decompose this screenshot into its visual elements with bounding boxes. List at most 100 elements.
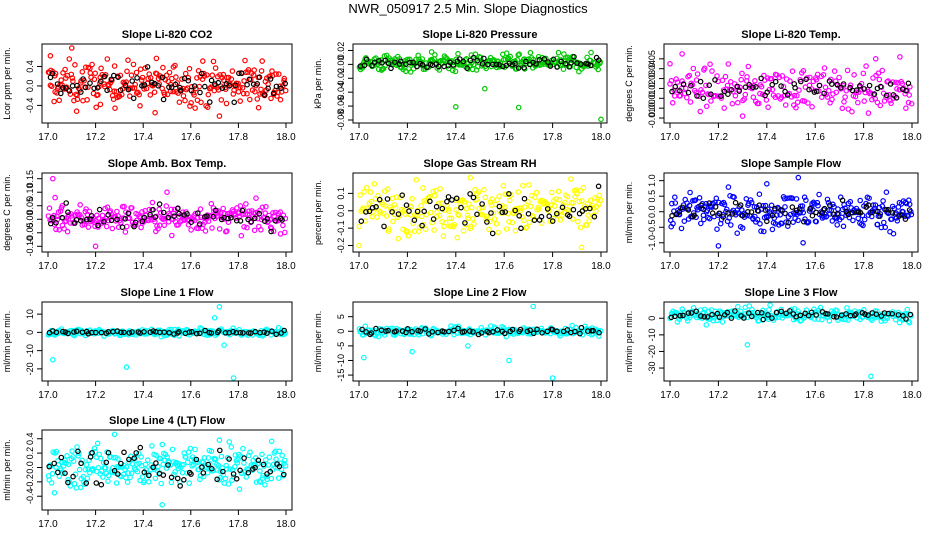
panel-2-point	[361, 62, 368, 69]
panel-3-point	[825, 87, 832, 94]
panel-2-point	[555, 49, 562, 56]
panel-1-point	[166, 84, 172, 90]
panel-5-point	[591, 213, 598, 220]
panel-10-point	[209, 465, 215, 472]
panel-7-point	[202, 327, 208, 334]
panel-4-point	[270, 210, 276, 216]
panel-2-point	[489, 61, 496, 68]
panel-5-point	[445, 194, 452, 200]
panel-7-point	[222, 329, 229, 336]
panel-10-point	[277, 460, 284, 467]
panel-9-outlier-point	[703, 322, 710, 328]
panel-6-point	[737, 202, 744, 208]
panel-10-point	[142, 461, 149, 468]
panel-9-point	[728, 315, 735, 321]
panel-4-point	[210, 213, 217, 220]
panel-8-point	[578, 324, 585, 331]
panel-10-point	[232, 463, 238, 470]
panel-6-point	[748, 209, 755, 215]
panel-5-point	[577, 224, 584, 231]
panel-10-point	[165, 462, 171, 468]
panel-8-outlier-point	[360, 354, 367, 361]
panel-2-outlier-point	[481, 85, 488, 92]
panel-2-point	[419, 56, 426, 62]
panel-2-title: Slope Li-820 Pressure	[423, 29, 538, 41]
panel-5-point	[548, 189, 555, 196]
panel-5-point	[470, 221, 477, 227]
panel-4-point	[85, 224, 92, 230]
panel-3-ytick-label: 0.05	[647, 50, 657, 68]
panel-4-point	[220, 205, 227, 212]
panel-4-point	[209, 225, 215, 231]
panel-10-point	[126, 456, 132, 463]
panel-1-point	[176, 99, 183, 106]
panel-1-point	[250, 81, 257, 88]
panel-10-point	[163, 465, 170, 471]
panel-5-xtick-label: 18.0	[591, 261, 611, 272]
panel-10-point	[214, 476, 220, 483]
panel-8-point	[517, 326, 524, 333]
panel-10-point	[111, 467, 118, 474]
panel-1-point	[58, 77, 65, 83]
panel-5-point	[431, 193, 438, 199]
panel-4-point	[46, 205, 53, 212]
panel-1-point	[79, 69, 86, 75]
panel-2-point	[396, 61, 403, 67]
panel-1-point	[218, 97, 225, 103]
panel-4-ytick-label: 0.05	[25, 197, 35, 215]
panel-6-point	[874, 208, 881, 215]
panel-1-point	[137, 103, 143, 109]
panel-7-point	[92, 329, 99, 336]
panel-10-ytick-label: 0.0	[25, 461, 35, 474]
panel-5-point	[458, 204, 464, 211]
panel-10-point	[98, 468, 105, 474]
panel-6-point	[813, 218, 820, 225]
panel-1-ytick-label: 0.0	[25, 80, 35, 93]
panel-8-point	[590, 327, 597, 334]
panel-6-point	[772, 221, 779, 227]
panel-4-point	[239, 207, 246, 214]
panel-10-point	[58, 454, 65, 461]
panel-3-outlier-point	[667, 60, 673, 67]
panel-3-point	[779, 73, 786, 79]
panel-5-point	[371, 181, 378, 187]
panel-5-point	[383, 213, 390, 219]
panel-4-xtick-label: 17.2	[86, 261, 106, 272]
panel-2-ytick-label: -0.08	[336, 110, 346, 131]
panel-10-point	[121, 449, 127, 456]
panel-3-point	[839, 105, 846, 112]
panel-10-point	[193, 456, 200, 463]
panel-8-point	[404, 325, 411, 332]
panel-9-point	[760, 316, 767, 323]
panel-6-point	[816, 191, 822, 198]
panel-9-xtick-label: 17.2	[709, 390, 729, 401]
panel-2-point	[470, 54, 477, 61]
panel-3-xtick-label: 17.8	[854, 132, 874, 143]
panel-4-point	[103, 223, 110, 230]
panel-9-xtick-label: 17.0	[660, 390, 680, 401]
panel-6-point	[849, 209, 856, 216]
panel-8-point	[363, 329, 369, 335]
panel-3-point	[746, 81, 753, 88]
panel-1-outlier-point	[223, 100, 230, 107]
panel-8-xtick-label: 18.0	[591, 390, 611, 401]
panel-2-ytick-label: 0.02	[336, 42, 346, 60]
panel-9-point	[813, 312, 820, 318]
panel-5-ylabel: percent per min.	[313, 180, 323, 245]
panel-8-point	[470, 329, 476, 335]
panel-4-point	[281, 229, 288, 236]
panel-3-point	[755, 100, 762, 107]
panel-6-point	[709, 210, 716, 216]
panel-3-point	[809, 104, 815, 110]
panel-6-point	[670, 220, 676, 227]
panel-10-point	[102, 465, 109, 471]
panel-1-point	[104, 56, 111, 62]
panel-8-point	[409, 328, 415, 335]
panel-7-outlier-point	[216, 303, 223, 310]
panel-10-point	[63, 460, 69, 467]
panel-3-point	[787, 78, 793, 84]
panel-9-point	[685, 310, 692, 316]
panel-6-xtick-label: 17.4	[757, 261, 777, 272]
panel-4-point	[57, 208, 64, 214]
panel-9-point	[690, 304, 697, 311]
